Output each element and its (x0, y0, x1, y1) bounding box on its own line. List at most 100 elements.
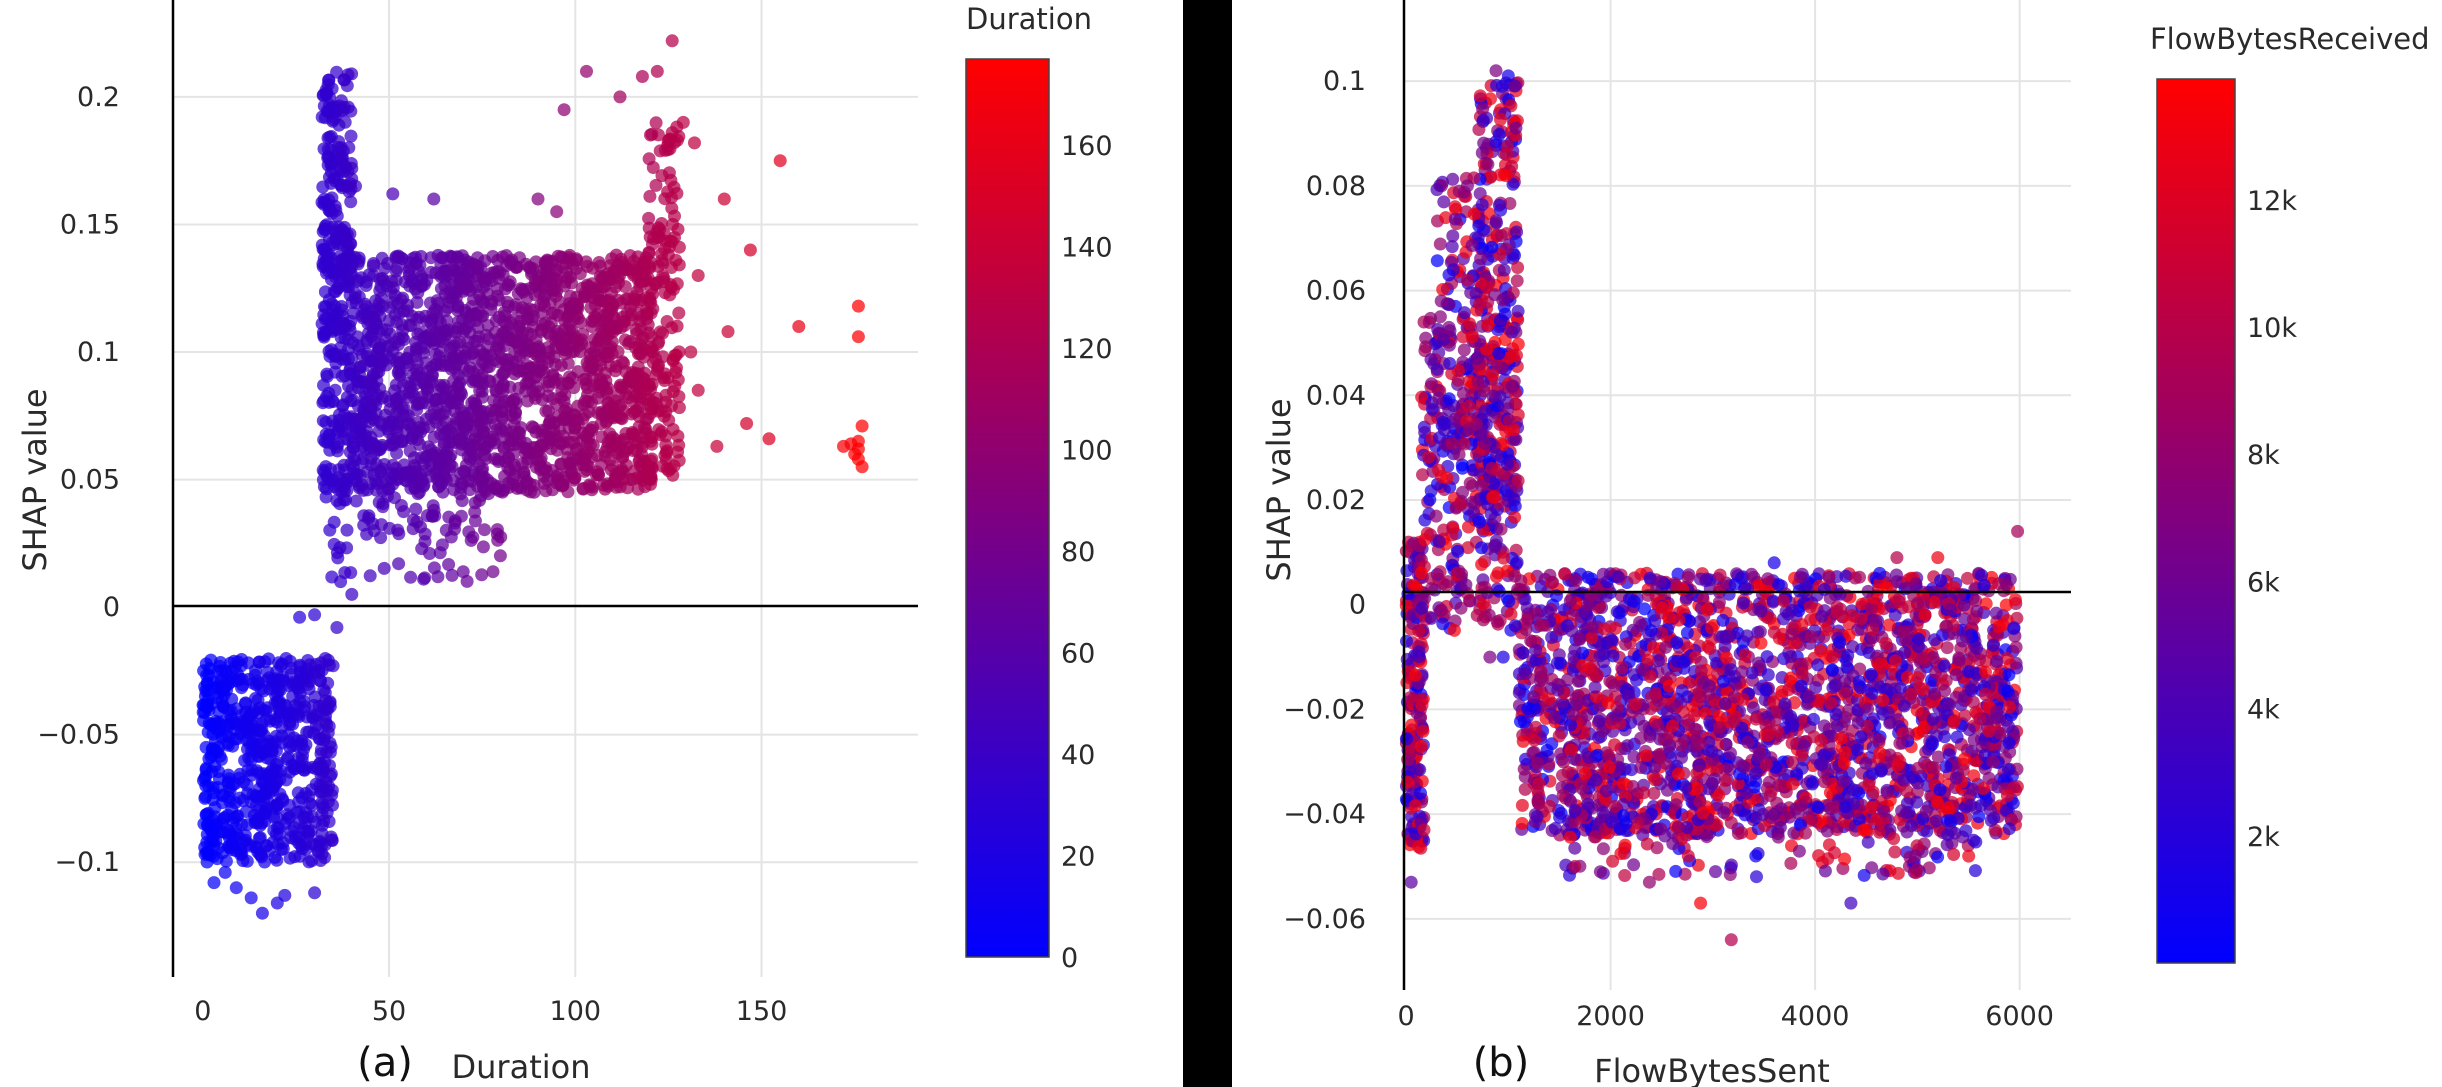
data-point (1990, 654, 2004, 668)
data-point (645, 461, 659, 475)
data-point (512, 334, 526, 348)
data-point (665, 235, 679, 248)
data-point (598, 482, 612, 496)
data-point (585, 277, 599, 291)
data-point (351, 381, 365, 395)
data-point (323, 523, 337, 537)
data-point (550, 284, 564, 298)
data-point (547, 306, 561, 320)
y-tick-label: 0.15 (60, 209, 120, 240)
data-point (666, 385, 680, 399)
data-point (606, 299, 620, 313)
data-point (1888, 596, 1902, 609)
data-point (1795, 666, 1809, 680)
data-point (322, 344, 336, 358)
data-point (1634, 731, 1648, 745)
y-tick-label: 0.05 (60, 465, 120, 496)
data-point (691, 383, 705, 397)
data-point (670, 277, 684, 291)
data-point (575, 281, 589, 295)
data-point (688, 136, 701, 150)
data-point (1620, 739, 1634, 753)
data-point (633, 338, 647, 352)
data-point (318, 730, 331, 744)
data-point (403, 380, 417, 394)
data-point (1952, 651, 1966, 665)
data-point (438, 436, 451, 450)
data-point (443, 358, 457, 372)
data-point (340, 523, 354, 537)
data-point (320, 390, 334, 403)
data-point (556, 429, 570, 443)
data-point (579, 255, 593, 269)
data-point (1794, 679, 1808, 693)
chart-a-colorbar-title: Duration (966, 2, 1092, 36)
data-point (1984, 814, 1998, 827)
data-point (455, 249, 469, 263)
data-point (1514, 715, 1527, 728)
data-point (318, 686, 332, 700)
data-point (1969, 594, 1983, 607)
data-point (357, 409, 371, 423)
data-point (423, 547, 437, 560)
data-point (346, 336, 360, 350)
data-point (333, 497, 347, 511)
data-point (209, 714, 223, 728)
data-point (482, 487, 495, 501)
data-point (336, 348, 350, 362)
data-point (476, 462, 489, 475)
data-point (643, 189, 657, 203)
data-point (271, 694, 285, 708)
data-point (237, 775, 251, 789)
data-point (1561, 765, 1575, 779)
data-point (1624, 716, 1638, 729)
data-point (613, 90, 627, 104)
data-point (1675, 751, 1688, 765)
data-point (837, 439, 850, 453)
data-point (851, 330, 865, 344)
data-point (340, 390, 354, 404)
data-point (344, 129, 358, 143)
data-point (349, 179, 362, 193)
data-point (717, 192, 731, 206)
data-point (418, 527, 432, 541)
data-point (393, 356, 406, 370)
data-point (493, 422, 507, 436)
data-point (1741, 582, 1755, 596)
data-point (390, 393, 404, 407)
data-point (1518, 770, 1532, 784)
data-point (586, 480, 599, 494)
data-point (430, 305, 444, 319)
data-point (517, 344, 531, 358)
data-point (405, 273, 419, 287)
data-point (345, 161, 359, 175)
data-point (666, 217, 680, 231)
data-point (1547, 711, 1561, 725)
data-point (380, 474, 394, 488)
data-point (482, 332, 496, 346)
data-point (618, 333, 632, 347)
data-point (199, 657, 213, 671)
data-point (655, 169, 669, 183)
data-point (318, 285, 332, 299)
data-point (221, 768, 235, 782)
data-point (316, 699, 330, 713)
data-point (670, 319, 684, 333)
data-point (368, 313, 382, 327)
data-point (435, 538, 449, 552)
data-point (318, 851, 332, 864)
data-point (543, 296, 557, 310)
data-point (253, 701, 267, 715)
data-point (665, 191, 678, 205)
data-point (444, 530, 458, 544)
data-point (219, 665, 233, 679)
data-point (466, 375, 480, 389)
data-point (239, 697, 252, 711)
data-point (1710, 656, 1723, 670)
data-point (336, 425, 349, 439)
data-point (1615, 661, 1629, 675)
data-point (476, 540, 490, 554)
data-point (684, 345, 698, 359)
data-point (258, 855, 272, 869)
